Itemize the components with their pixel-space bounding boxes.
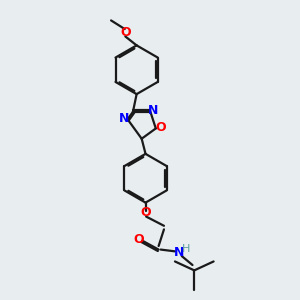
Text: O: O [134,233,144,246]
Text: N: N [119,112,129,125]
Text: N: N [148,103,159,116]
Text: O: O [140,206,151,219]
Text: H: H [182,244,190,254]
Text: N: N [174,246,184,259]
Text: O: O [155,121,166,134]
Text: O: O [120,26,130,39]
